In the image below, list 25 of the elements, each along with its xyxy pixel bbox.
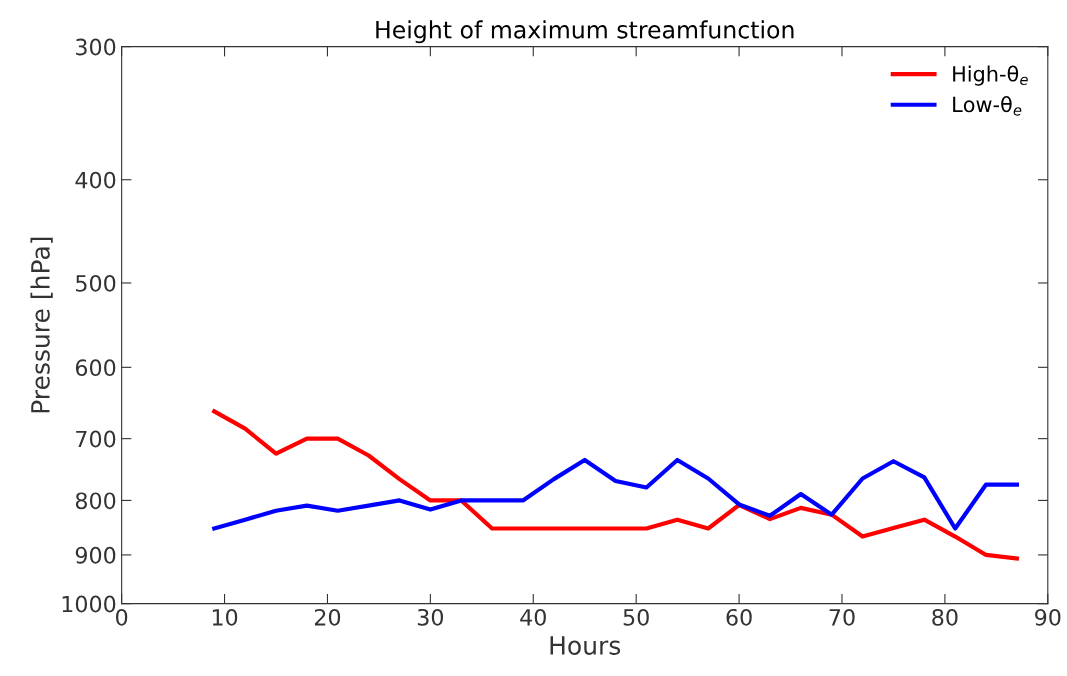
x-tick-label: 70 bbox=[829, 608, 855, 626]
x-tick-label: 80 bbox=[932, 608, 958, 626]
y-tick-label: 900 bbox=[75, 546, 116, 564]
x-tick-label: 0 bbox=[116, 608, 128, 626]
line-series bbox=[212, 409, 1020, 561]
y-tick-label: 300 bbox=[76, 38, 116, 56]
y-tick-label: 800 bbox=[75, 492, 116, 510]
line-series bbox=[212, 457, 1020, 531]
x-tick-label: 20 bbox=[314, 608, 341, 626]
x-tick-label: 40 bbox=[520, 608, 546, 626]
legend-label: High-θ$_{e}$ bbox=[953, 65, 1028, 86]
y-axis-title: Pressure [hPa] bbox=[30, 237, 53, 413]
chart-title: Height of maximum streamfunction bbox=[376, 20, 794, 44]
x-tick-label: 30 bbox=[417, 608, 444, 626]
x-tick-label: 90 bbox=[1035, 608, 1061, 626]
x-tick-label: 10 bbox=[212, 608, 238, 626]
y-tick-label: 600 bbox=[75, 359, 116, 377]
legend-label: Low-θ$_{e}$ bbox=[953, 96, 1022, 116]
x-tick-label: 50 bbox=[623, 608, 649, 626]
y-tick-label: 400 bbox=[75, 171, 116, 189]
y-tick-label: 500 bbox=[76, 274, 116, 292]
x-tick-label: 60 bbox=[726, 608, 752, 626]
y-tick-label: 700 bbox=[76, 430, 116, 448]
x-axis-title: Hours bbox=[550, 636, 621, 655]
y-tick-label: 1000 bbox=[62, 595, 116, 613]
